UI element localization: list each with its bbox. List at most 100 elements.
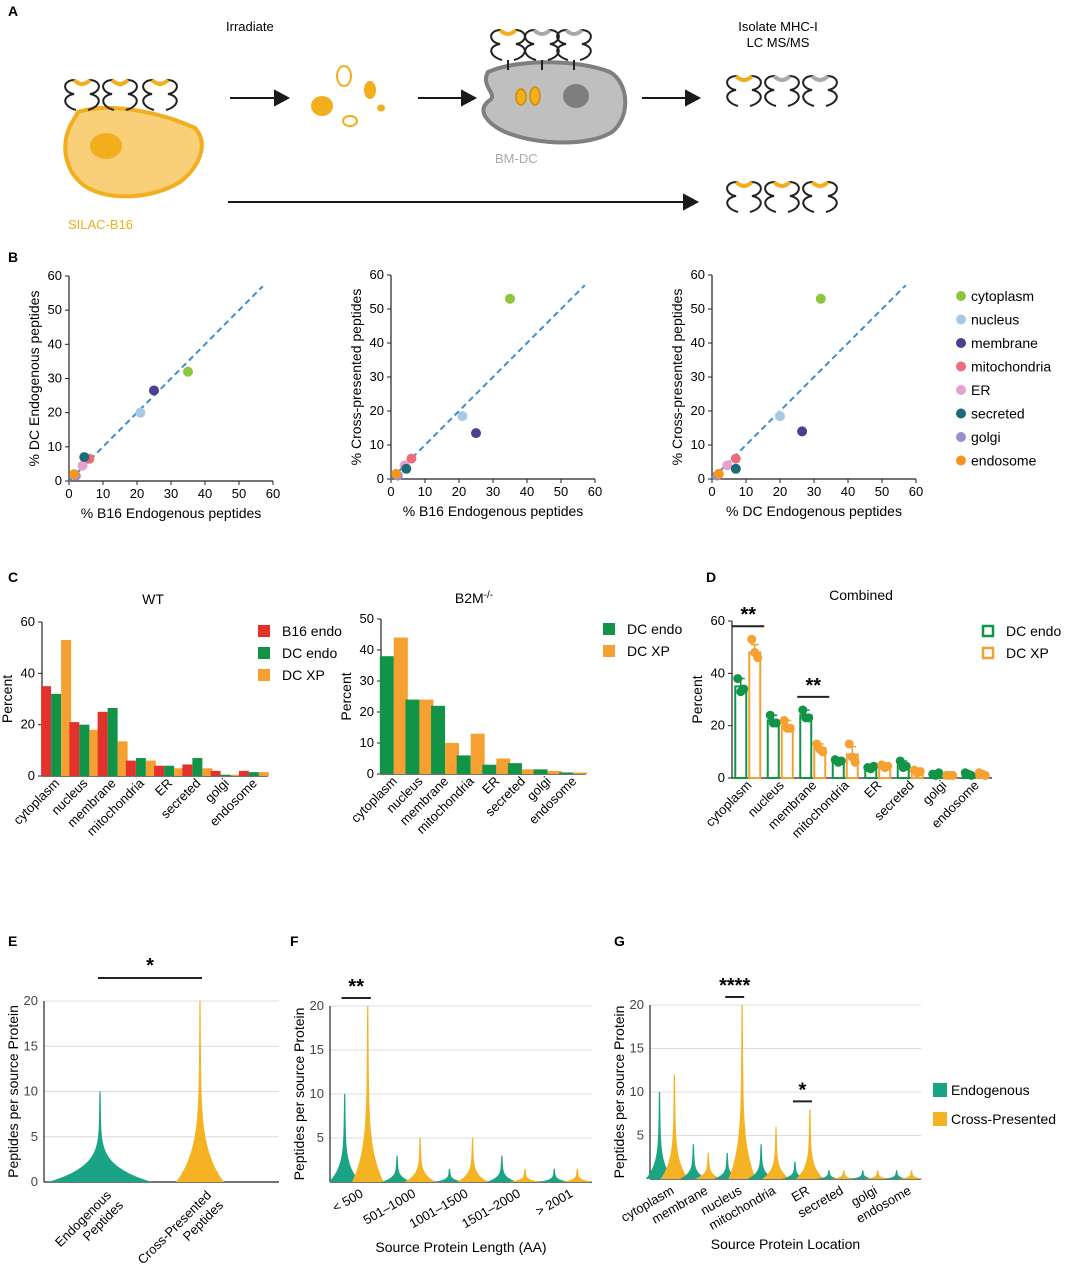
x-tick-label: 10: [739, 484, 753, 499]
category-label: 1501–2000: [459, 1186, 523, 1232]
replicate-point: [753, 653, 763, 663]
bar-b16-endo: [154, 765, 165, 776]
replicate-point: [771, 718, 781, 728]
y-tick-label: 30: [48, 371, 62, 386]
y-tick-label: 0: [698, 471, 705, 486]
y-tick-label: 40: [48, 336, 62, 351]
category-label-er: ER: [861, 778, 884, 801]
violin-endogenous: [486, 1155, 518, 1182]
y-tick-label: 60: [370, 267, 384, 282]
violin-endogenous: [679, 1144, 708, 1179]
x-tick-label: 0: [65, 486, 72, 501]
replicate-point: [869, 761, 879, 771]
legend-swatch: [981, 646, 995, 660]
bar-dc-endo: [79, 724, 90, 776]
bar-b16-endo: [238, 770, 249, 776]
scatter-point-secreted: [730, 463, 741, 474]
bar-b16-endo: [210, 770, 221, 776]
x-tick-label: 20: [773, 484, 787, 499]
y-tick-label: 40: [711, 665, 725, 680]
peptide-icon: [810, 180, 830, 188]
replicate-point: [966, 770, 976, 780]
y-tick-label: 50: [360, 611, 374, 626]
x-tick-label: 60: [266, 486, 280, 501]
y-axis-label: Percent: [0, 675, 15, 723]
y-tick-label: 0: [718, 770, 725, 785]
bar-dc-xp: [547, 770, 562, 774]
bar-dc-xp: [496, 758, 511, 774]
irradiate-label: Irradiate: [226, 19, 274, 34]
replicate-point: [850, 757, 860, 767]
x-tick-label: 40: [520, 484, 534, 499]
x-tick-label: 50: [554, 484, 568, 499]
violin-endogenous: [48, 1091, 152, 1182]
peptide-icon: [564, 28, 584, 36]
y-axis-label: % Cross-presented peptides: [669, 289, 685, 466]
b16-nucleus-icon: [90, 133, 122, 159]
mhc-molecule-icon: [142, 78, 178, 111]
arrow-1-head-icon: [274, 89, 291, 107]
mhc-molecule-icon: [726, 180, 762, 213]
legend-swatch: [258, 669, 270, 681]
significance-label: ****: [719, 975, 750, 997]
peptide-icon: [734, 180, 754, 188]
bar-chart-b2m: 01020304050cytoplasmnucleusmembranemitoc…: [338, 590, 682, 837]
violin-cross-presented: [762, 1126, 790, 1179]
y-tick-label: 20: [21, 717, 35, 732]
scatter-point-cytoplasm: [505, 293, 515, 304]
bar-dc-endo: [51, 693, 62, 776]
bar-dc-endo: [482, 764, 497, 774]
mhc-chain-left: [726, 181, 739, 213]
bar-dc-endo: [799, 714, 813, 780]
violin-cross-presented: [351, 1006, 384, 1182]
legend-label-secreted: secreted: [971, 406, 1025, 422]
mhc-chain-right: [513, 29, 526, 61]
bar-dc-endo: [192, 758, 203, 776]
scatter-point-nucleus: [457, 411, 468, 422]
violin-cross-presented: [863, 1170, 892, 1179]
significance-label: **: [805, 675, 821, 697]
panel-label-a: A: [8, 3, 18, 19]
x-tick-label: 0: [708, 484, 715, 499]
x-tick-label: 50: [875, 484, 889, 499]
peptide-icon: [498, 28, 518, 36]
x-tick-label: 10: [418, 484, 432, 499]
y-tick-label: 5: [317, 1130, 324, 1145]
mhc-chain-left: [556, 29, 569, 61]
identity-line: [390, 284, 586, 480]
replicate-point: [980, 770, 990, 780]
x-tick-label: 40: [841, 484, 855, 499]
y-tick-label: 10: [370, 437, 384, 452]
mhc-chain-right: [547, 29, 560, 61]
y-tick-label: 50: [691, 301, 705, 316]
bar-dc-xp: [258, 772, 269, 776]
bar-dc-xp: [780, 724, 794, 780]
scatter-point-membrane: [797, 426, 808, 437]
violin-endogenous: [713, 1152, 742, 1179]
legend-label-er: ER: [971, 382, 990, 398]
legend-label-dc-endo: DC endo: [282, 645, 337, 661]
panel-label-e: E: [8, 933, 17, 949]
mhc-chain-left: [142, 79, 155, 111]
bar-dc-xp: [573, 772, 588, 774]
legend-label-golgi: golgi: [971, 429, 1001, 445]
legend-label-membrane: membrane: [971, 335, 1038, 351]
scatter-point-membrane: [149, 385, 159, 396]
y-tick-label: 0: [367, 766, 374, 781]
peptide-icon: [150, 78, 170, 86]
identity-line: [68, 285, 264, 482]
y-tick-label: 0: [55, 473, 62, 488]
bar-dc-endo: [248, 772, 259, 776]
x-tick-label: 0: [387, 484, 394, 499]
isolate-label-line1: Isolate MHC-I: [738, 19, 817, 34]
y-tick-label: 0: [31, 1174, 38, 1189]
mhc-chain-right: [787, 181, 800, 213]
chart-title: Combined: [829, 587, 893, 603]
bar-dc-endo: [220, 774, 231, 776]
violin-endogenous: [747, 1144, 775, 1179]
violin-cross-presented: [561, 1168, 594, 1182]
mhc-chain-right: [825, 181, 838, 213]
mhc-molecule-icon: [64, 78, 100, 111]
